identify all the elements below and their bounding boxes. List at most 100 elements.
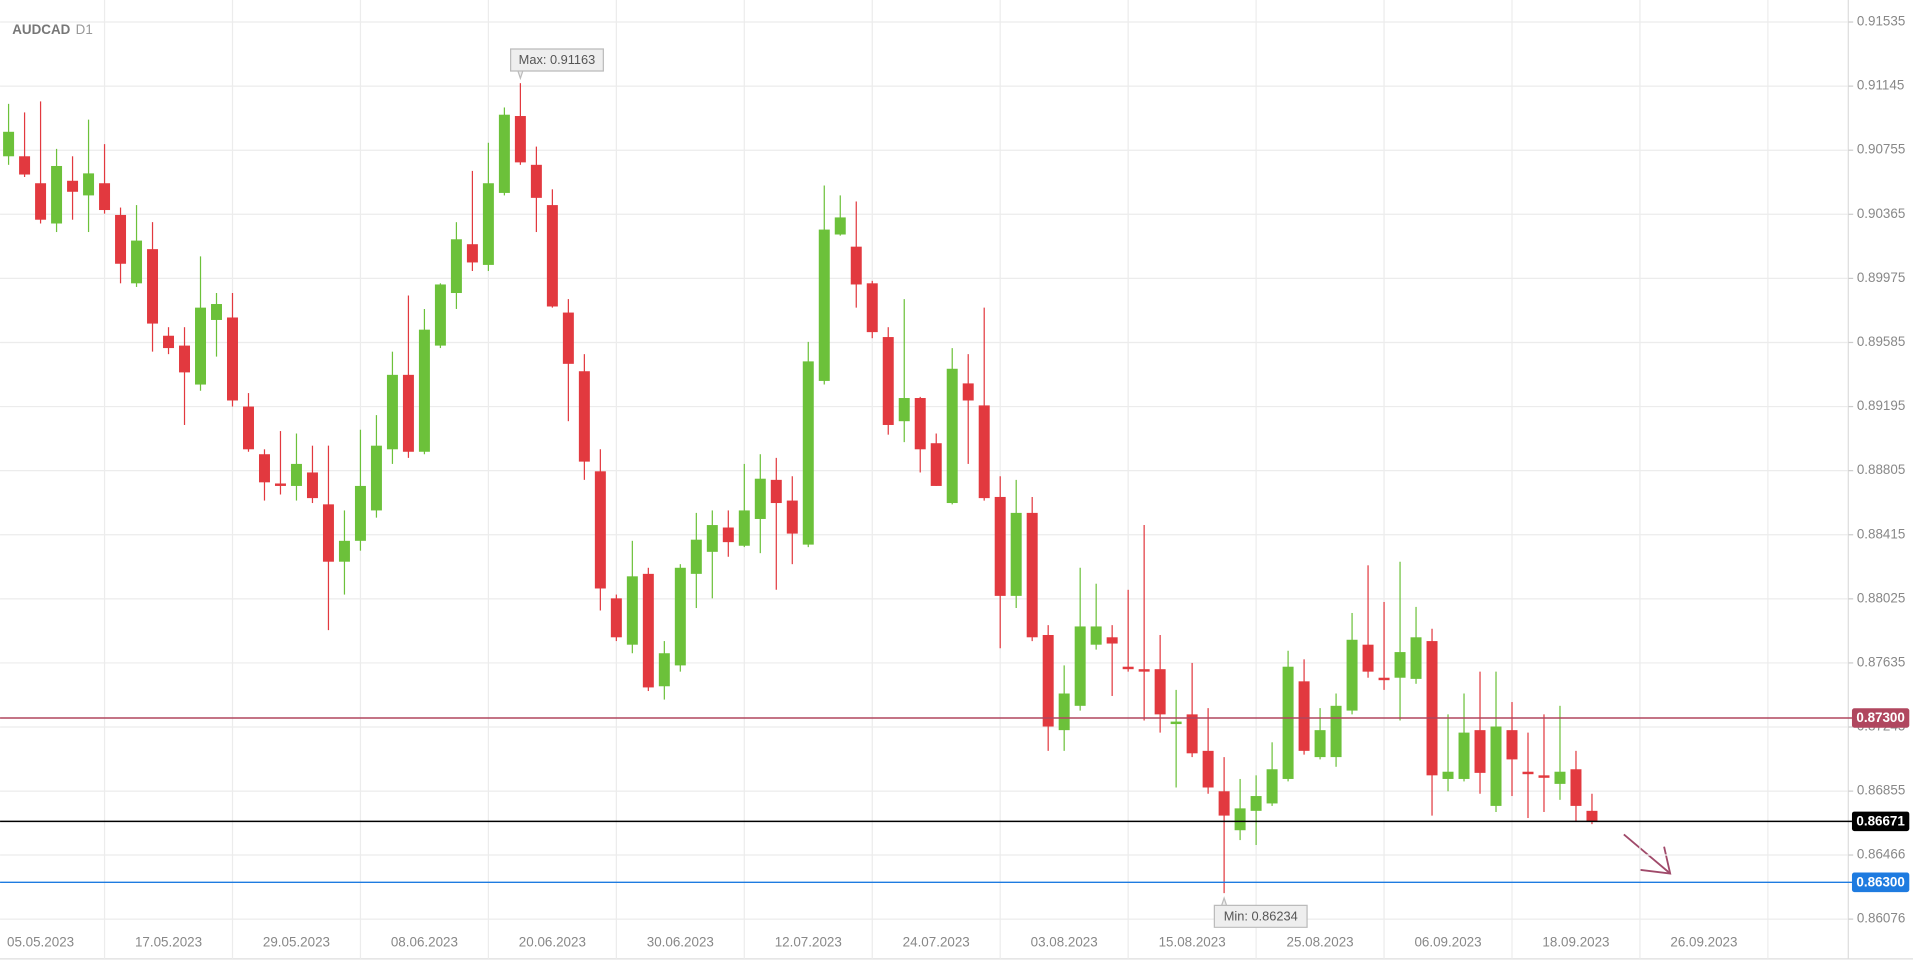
x-tick-label: 26.09.2023: [1670, 935, 1737, 950]
candle-body: [1058, 693, 1070, 731]
candle-body: [530, 164, 542, 198]
price-tag: [1851, 708, 1910, 728]
candle-body: [163, 335, 175, 349]
y-tick-label: 0.89195: [1857, 398, 1905, 413]
price-tag: [1851, 811, 1910, 832]
candle-body: [994, 496, 1006, 596]
x-tick-label: 05.05.2023: [7, 935, 74, 950]
y-tick-label: 0.88805: [1857, 462, 1905, 477]
candle-body: [211, 304, 222, 320]
candle-body: [626, 576, 638, 645]
candle-body: [1506, 730, 1518, 760]
candle-body: [1330, 705, 1342, 758]
candle-body: [434, 284, 446, 346]
candle-body: [514, 116, 526, 163]
candle-body: [482, 183, 494, 265]
candle-body: [1426, 641, 1438, 776]
candle-body: [770, 479, 782, 504]
candle-body: [386, 374, 398, 450]
y-tick-label: 0.89585: [1857, 334, 1905, 349]
candle-body: [850, 246, 862, 285]
candle-body: [418, 329, 430, 452]
candle-body: [274, 483, 286, 486]
candle-body: [306, 472, 318, 499]
candle-body: [546, 205, 558, 307]
candle-body: [658, 653, 670, 687]
y-tick-label: 0.91535: [1857, 14, 1905, 29]
x-tick-label: 25.08.2023: [1287, 935, 1354, 950]
candle-body: [1154, 669, 1166, 715]
candle-body: [1538, 775, 1550, 778]
candle-body: [802, 361, 814, 545]
candle-body: [1170, 721, 1182, 725]
candle-body: [83, 173, 95, 196]
x-tick-label: 06.09.2023: [1414, 935, 1481, 950]
candle-body: [1266, 769, 1278, 804]
callout-label: Min: 0.86234: [1224, 908, 1298, 923]
x-tick-label: 18.09.2023: [1542, 935, 1609, 950]
candle-body: [147, 249, 159, 324]
x-tick-label: 08.06.2023: [391, 935, 458, 950]
candle-body: [1074, 626, 1086, 706]
candle-body: [578, 371, 590, 462]
candle-body: [1234, 808, 1246, 831]
candle-body: [290, 463, 302, 486]
candle-body: [1250, 796, 1262, 811]
candle-body: [1138, 669, 1150, 672]
candle-body: [898, 398, 910, 422]
x-tick-label: 29.05.2023: [263, 935, 330, 950]
callout-box: [510, 48, 604, 81]
candle-body: [115, 214, 127, 264]
candle-body: [450, 239, 462, 294]
price-tag-label: 0.87300: [1856, 710, 1904, 725]
candle-body: [1394, 652, 1406, 678]
candle-body: [866, 283, 878, 333]
candle-body: [706, 525, 718, 552]
candle-body: [1010, 512, 1022, 596]
candle-body: [642, 573, 654, 688]
candle-body: [370, 445, 382, 511]
candle-body: [1378, 677, 1390, 681]
candle-body: [882, 337, 894, 425]
candle-body: [1090, 626, 1102, 645]
candle-body: [1570, 769, 1582, 806]
candle-body: [131, 240, 143, 284]
candle-body: [1474, 730, 1486, 773]
candle-body: [338, 540, 350, 562]
candle-body: [179, 345, 191, 373]
candle-body: [1458, 732, 1470, 779]
y-tick-label: 0.90755: [1857, 142, 1905, 157]
candle-body: [354, 485, 366, 541]
candle-body: [1522, 771, 1534, 775]
x-tick-label: 15.08.2023: [1159, 935, 1226, 950]
candle-body: [258, 454, 270, 483]
x-tick-label: 17.05.2023: [135, 935, 202, 950]
candle-body: [786, 500, 798, 534]
candle-body: [19, 156, 31, 175]
candle-body: [1042, 634, 1054, 727]
candle-body: [1442, 771, 1454, 779]
y-tick-label: 0.87635: [1857, 654, 1905, 669]
y-tick-label: 0.89975: [1857, 270, 1905, 285]
x-tick-label: 03.08.2023: [1031, 935, 1098, 950]
y-tick-label: 0.86466: [1857, 847, 1905, 862]
candle-body: [1554, 771, 1566, 784]
symbol: AUDCAD: [12, 22, 70, 37]
x-tick-label: 24.07.2023: [903, 935, 970, 950]
candle-body: [466, 244, 478, 263]
candle-body: [690, 539, 702, 574]
candle-body: [930, 443, 942, 486]
candle-body: [738, 510, 750, 546]
candle-body: [1218, 791, 1230, 816]
y-tick-label: 0.90365: [1857, 206, 1905, 221]
candle-body: [562, 312, 574, 364]
y-tick-label: 0.88415: [1857, 526, 1905, 541]
candle-body: [1106, 637, 1118, 644]
y-tick-label: 0.91145: [1857, 78, 1904, 93]
candle-body: [322, 504, 334, 562]
x-tick-label: 30.06.2023: [647, 935, 714, 950]
candle-body: [1314, 730, 1326, 758]
callout-box: [1213, 896, 1308, 928]
